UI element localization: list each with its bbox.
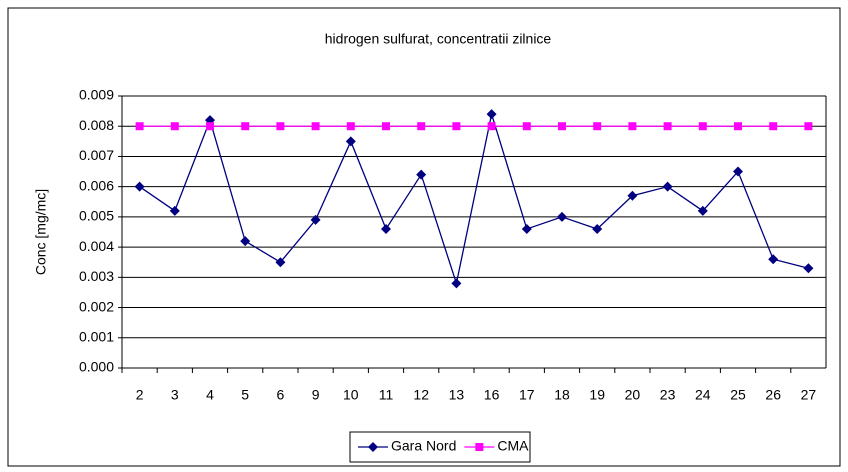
x-tick-label: 20 [625, 387, 641, 403]
data-point [804, 122, 813, 131]
data-point [135, 122, 144, 131]
y-tick-label: 0.004 [79, 238, 114, 254]
data-point [769, 122, 778, 131]
data-point [310, 214, 321, 225]
y-tick-label: 0.002 [79, 298, 114, 314]
data-point [486, 109, 497, 120]
data-point [381, 223, 391, 234]
data-point [241, 122, 250, 131]
x-tick-label: 26 [765, 387, 781, 403]
x-tick-label: 9 [312, 387, 320, 403]
y-tick-label: 0.000 [79, 359, 114, 375]
y-tick-label: 0.006 [79, 177, 114, 193]
y-tick-label: 0.007 [79, 147, 114, 163]
data-point [276, 122, 285, 131]
data-point [345, 136, 356, 147]
data-point [170, 122, 179, 131]
chart-frame [7, 7, 841, 467]
data-point [558, 122, 566, 131]
data-point [417, 122, 426, 131]
data-point [134, 181, 145, 192]
x-tick-label: 5 [241, 387, 249, 403]
data-point [803, 263, 814, 274]
data-point [733, 166, 743, 177]
data-point [593, 122, 602, 131]
legend-marker [475, 443, 484, 451]
legend-label: CMA [497, 438, 529, 454]
y-tick-label: 0.009 [79, 87, 114, 103]
y-tick-label: 0.005 [79, 208, 114, 224]
x-tick-label: 11 [379, 387, 394, 403]
x-tick-label: 2 [136, 387, 144, 403]
data-point [628, 122, 637, 131]
y-tick-label: 0.001 [79, 328, 114, 344]
x-tick-label: 18 [554, 387, 570, 403]
data-point [382, 122, 390, 131]
data-point [346, 122, 355, 131]
x-tick-label: 3 [171, 387, 179, 403]
x-tick-label: 4 [206, 387, 214, 403]
series-line [139, 113, 809, 286]
x-tick-label: 10 [343, 387, 359, 403]
x-tick-label: 16 [484, 387, 500, 403]
data-point [698, 122, 707, 131]
data-point [206, 122, 214, 131]
data-point [521, 223, 532, 234]
data-point [451, 278, 462, 289]
y-axis-label: Conc [mg/mc] [33, 189, 49, 275]
x-tick-label: 6 [277, 387, 285, 403]
x-tick-label: 19 [589, 387, 605, 403]
x-tick-label: 24 [695, 387, 711, 403]
x-tick-label: 27 [801, 387, 817, 403]
data-point [557, 211, 567, 222]
legend-marker [368, 442, 378, 452]
data-point [487, 122, 496, 131]
y-tick-label: 0.008 [79, 117, 114, 133]
data-point [416, 169, 427, 180]
x-tick-label: 13 [449, 387, 465, 403]
data-point [522, 122, 531, 131]
x-tick-label: 25 [730, 387, 746, 403]
data-point [663, 122, 672, 131]
x-tick-label: 12 [413, 387, 429, 403]
data-point [627, 190, 638, 201]
data-point [275, 257, 286, 268]
chart-title: hidrogen sulfurat, concentratii zilnice [325, 31, 552, 47]
y-tick-label: 0.003 [79, 268, 114, 284]
data-point [240, 236, 251, 247]
data-point [734, 122, 742, 131]
data-point [311, 122, 320, 131]
data-point [697, 205, 708, 216]
data-point [768, 254, 779, 265]
data-point [452, 122, 461, 131]
data-point [662, 181, 673, 192]
data-point [592, 223, 603, 234]
legend-label: Gara Nord [391, 438, 456, 454]
x-tick-label: 23 [660, 387, 676, 403]
x-tick-label: 17 [519, 387, 535, 403]
data-point [169, 205, 180, 216]
